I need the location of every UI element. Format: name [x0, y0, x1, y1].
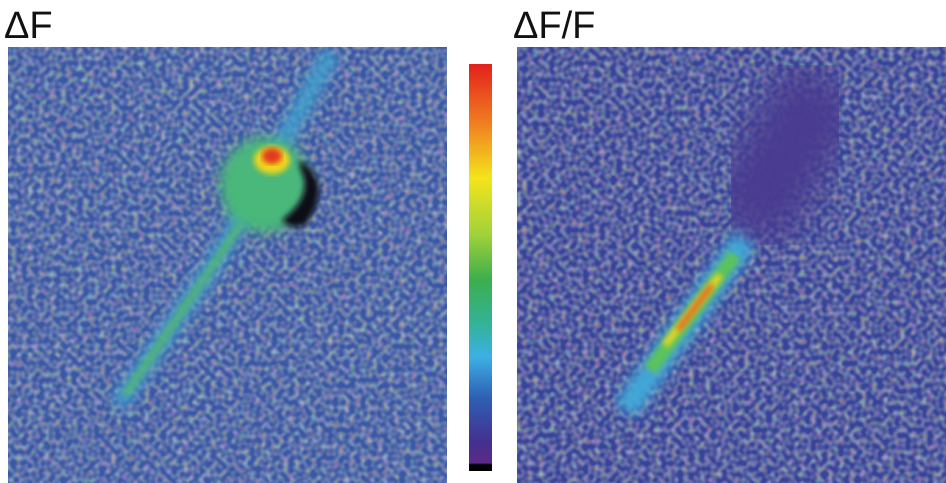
panel-title: ΔF/F: [513, 5, 595, 47]
panel-title: ΔF: [4, 5, 53, 47]
color-bar: [469, 64, 492, 471]
delta-f-image: [8, 47, 447, 483]
delta-f-over-f-image: [517, 47, 946, 483]
